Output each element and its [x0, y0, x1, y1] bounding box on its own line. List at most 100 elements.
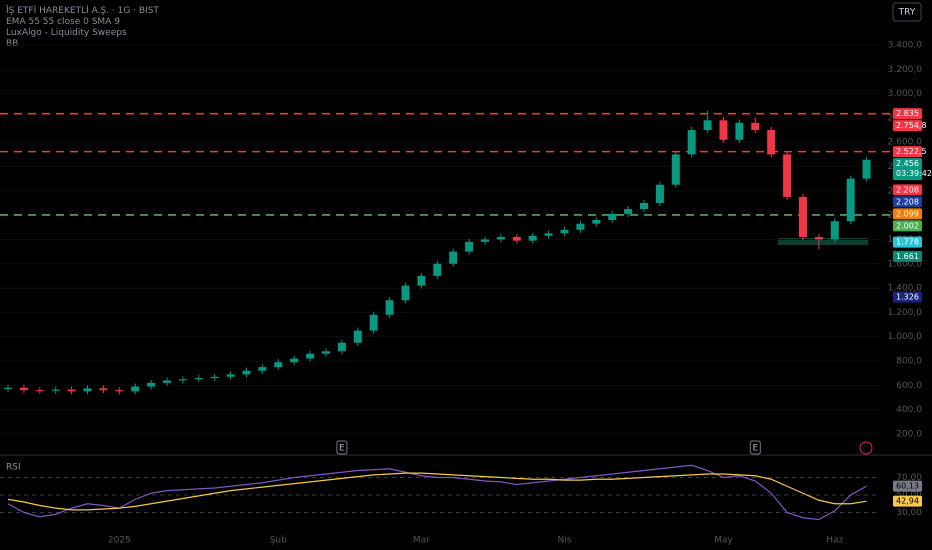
candle-body [163, 380, 171, 383]
price-badge [893, 120, 922, 132]
y-tick-label: 400,0 [896, 405, 922, 415]
indicator-legend: EMA 55 55 close 0 SMA 9 [6, 17, 120, 27]
event-box [749, 440, 761, 455]
price-badge-label: 2.208 [896, 185, 919, 194]
y-tick-label: 3.400,0 [888, 40, 923, 50]
alert-icon[interactable] [859, 441, 873, 455]
candle-body [226, 374, 235, 377]
x-tick-label: Mar [413, 536, 430, 546]
price-badge-label: 1.661 [896, 252, 919, 261]
candle-body [449, 251, 458, 264]
event-label: E [752, 444, 758, 454]
liquidity-zone [778, 238, 868, 245]
y-tick-label: 800,0 [896, 356, 922, 366]
candle-body [131, 386, 140, 392]
price-badge [893, 196, 922, 208]
candle-body [433, 263, 442, 276]
y-tick-label: 1.000,0 [888, 332, 923, 342]
candle-body [735, 122, 744, 140]
y-tick-label: 1.200,0 [888, 308, 923, 318]
candle-body [671, 154, 680, 185]
candle-body [99, 388, 108, 391]
currency-button[interactable] [892, 2, 922, 22]
y-tick-label: 30,00 [896, 508, 922, 518]
candle-body [528, 235, 537, 241]
candle-body [337, 342, 346, 352]
candle-body [19, 387, 28, 391]
candle-body [385, 300, 394, 315]
y-tick-label: 600,0 [896, 381, 922, 391]
value-badge-label: 60,13 [896, 482, 919, 491]
candle-body [417, 275, 426, 286]
price-badge-label: 2.754,8 [896, 121, 927, 130]
candle-body [862, 159, 871, 179]
x-tick-label: May [714, 536, 733, 546]
y-tick-label: 3.000,0 [888, 89, 923, 99]
candle-body [322, 351, 330, 354]
candle-body [783, 154, 792, 197]
price-badge [893, 108, 922, 120]
symbol-title: İŞ ETFİ HAREKETLİ A.Ş. · 1G · BIST [6, 5, 159, 16]
candle-body [799, 196, 807, 238]
price-badge-label: 2.099 [896, 209, 919, 218]
candle-body [767, 130, 776, 155]
price-badge-label: 2.456 [896, 159, 919, 168]
candle-body [147, 382, 156, 387]
candle-body [83, 388, 92, 392]
candle-body [576, 223, 585, 230]
rsi-line [7, 464, 867, 521]
x-tick-label: Haz [826, 536, 843, 546]
pane-title: RSI [6, 463, 21, 473]
x-tick-label: Nis [558, 536, 572, 546]
candle-body [624, 209, 633, 214]
candle-body [178, 379, 187, 381]
y-tick-label: 3.200,0 [888, 65, 923, 75]
candle-body [4, 387, 12, 389]
countdown-label: 03:39:42 [896, 169, 932, 178]
candle-body [51, 389, 60, 391]
price-badge-label: 2.002 [896, 221, 919, 230]
y-tick-label: 70,00 [896, 473, 922, 483]
price-badge [893, 146, 922, 158]
candle-body [496, 237, 505, 240]
candle-body [194, 378, 203, 380]
value-badge-label: 42,94 [896, 497, 919, 506]
candle-body [258, 367, 267, 371]
candle-body [544, 233, 553, 236]
candle-body [210, 376, 219, 379]
price-badge [893, 236, 922, 248]
y-tick-label: 2.600,0 [888, 138, 923, 148]
candle-body [640, 202, 648, 210]
candle-body [481, 239, 489, 242]
price-badge [893, 158, 922, 181]
value-badge [893, 480, 922, 492]
candle-body [687, 130, 696, 155]
y-tick-label: 1.400,0 [888, 284, 923, 294]
candle-body [560, 229, 569, 234]
candle-body [67, 389, 76, 392]
candle-body [274, 362, 283, 368]
event-label: E [339, 444, 345, 454]
candle-body [306, 353, 315, 359]
y-tick-label: 200,0 [896, 429, 922, 439]
indicator-legend: BB [6, 39, 18, 49]
candle-body [608, 213, 617, 220]
candle-body [814, 237, 823, 240]
candle-body [703, 120, 712, 131]
price-badge-label: 2.208 [896, 197, 919, 206]
candle-body [353, 330, 362, 343]
price-badge [893, 250, 922, 262]
candle-body [115, 390, 124, 392]
price-badge-label: 2.835 [896, 109, 919, 118]
candle-body [35, 390, 44, 392]
price-badge-label: 1.326 [896, 293, 919, 302]
candle-body [242, 370, 251, 375]
price-badge [893, 208, 922, 220]
candle-body [512, 237, 521, 241]
currency-label[interactable]: TRY [898, 8, 916, 18]
event-box [336, 440, 348, 455]
candle-body [290, 358, 299, 363]
value-badge [893, 495, 922, 507]
